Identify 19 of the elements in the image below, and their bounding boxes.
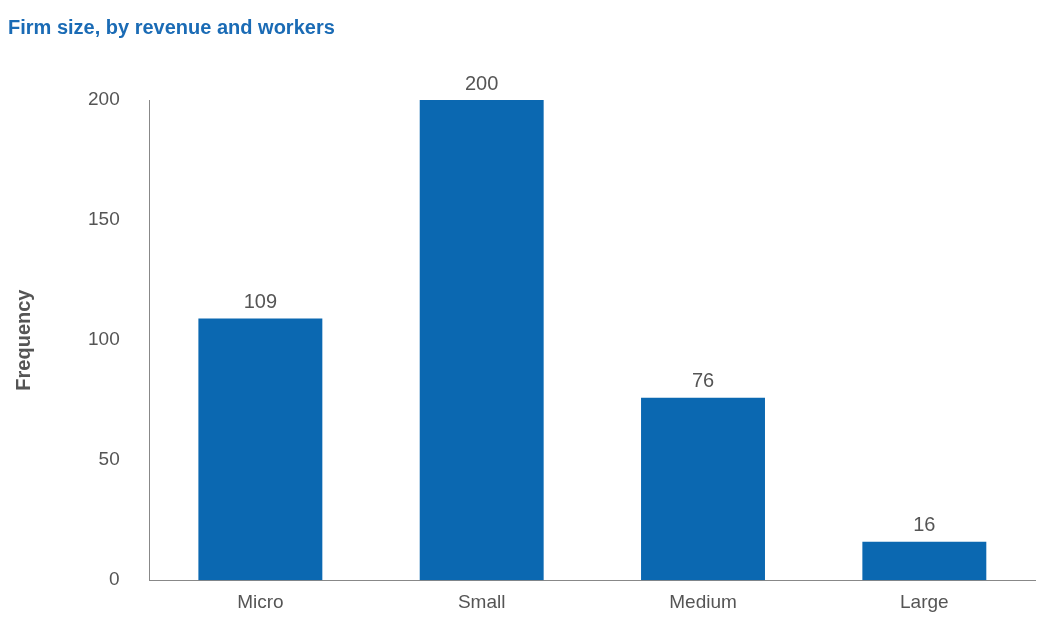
y-tick-label: 150 <box>88 208 120 230</box>
bar <box>419 100 544 581</box>
y-axis-title: Frequency <box>11 288 34 391</box>
x-tick-label: Small <box>457 590 506 612</box>
bar <box>862 541 987 581</box>
data-label: 16 <box>913 513 936 536</box>
bar <box>198 318 323 581</box>
x-tick-label: Micro <box>237 590 284 612</box>
y-tick-label: 100 <box>88 328 120 350</box>
chart-title: Firm size, by revenue and workers <box>8 15 335 38</box>
data-label: 76 <box>691 369 715 392</box>
x-tick-label: Medium <box>669 590 737 612</box>
bar <box>641 397 765 581</box>
data-label: 109 <box>243 290 278 313</box>
y-tick-label: 0 <box>109 568 120 590</box>
x-tick-label: Large <box>900 590 949 612</box>
y-tick-label: 200 <box>88 88 120 110</box>
data-label: 200 <box>465 71 499 94</box>
y-tick-label: 50 <box>98 448 120 470</box>
